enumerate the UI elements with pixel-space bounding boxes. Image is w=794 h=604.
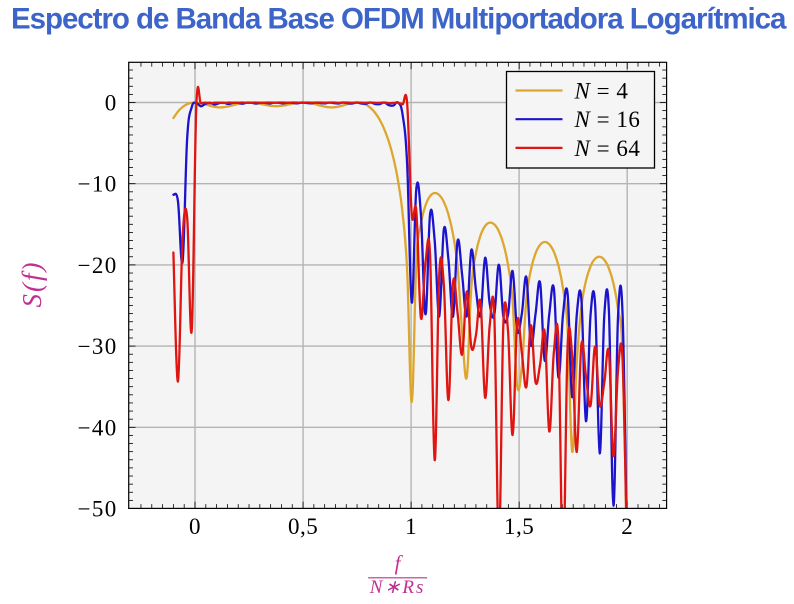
svg-text:N∗Rs: N∗Rs xyxy=(369,577,426,598)
svg-text:−40: −40 xyxy=(78,415,118,440)
svg-text:−10: −10 xyxy=(78,172,118,197)
svg-text:f: f xyxy=(395,551,404,575)
svg-text:−50: −50 xyxy=(78,497,118,522)
svg-text:S(f): S(f) xyxy=(17,261,47,308)
svg-text:1,5: 1,5 xyxy=(504,514,534,539)
svg-text:−30: −30 xyxy=(78,334,118,359)
svg-text:0: 0 xyxy=(189,514,201,539)
svg-text:0: 0 xyxy=(105,91,118,116)
svg-text:2: 2 xyxy=(621,514,633,539)
svg-text:−20: −20 xyxy=(78,253,118,278)
svg-text:N = 4: N = 4 xyxy=(574,79,629,104)
svg-text:N = 64: N = 64 xyxy=(574,136,641,161)
svg-text:Espectro de Banda Base OFDM Mu: Espectro de Banda Base OFDM Multiportado… xyxy=(11,3,787,36)
svg-text:0,5: 0,5 xyxy=(288,514,318,539)
svg-text:N = 16: N = 16 xyxy=(574,107,641,132)
svg-text:1: 1 xyxy=(405,514,417,539)
